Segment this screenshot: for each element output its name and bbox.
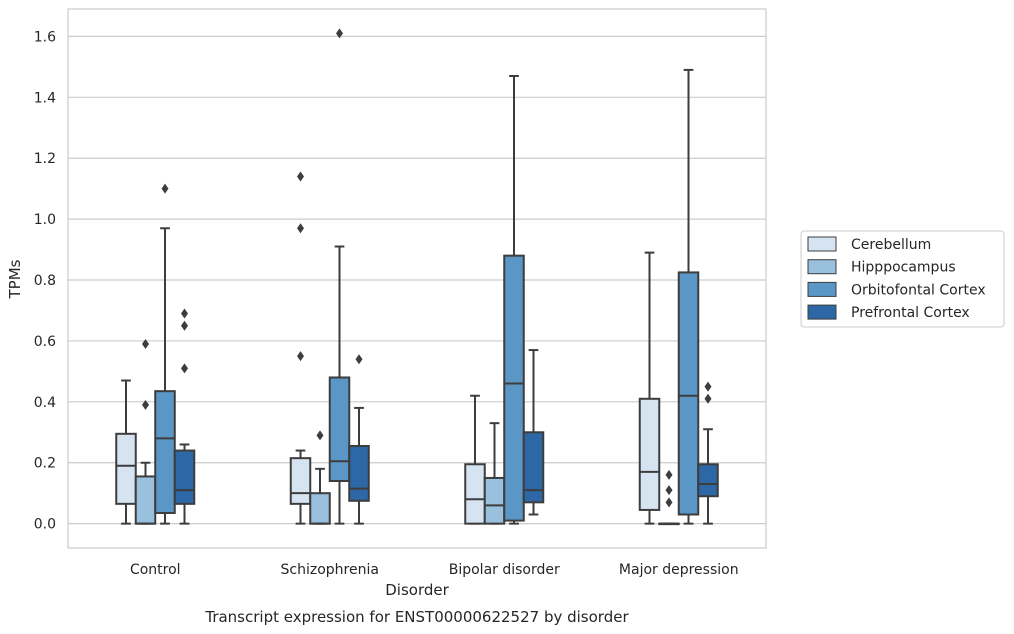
x-tick-labels: Control Schizophrenia Bipolar disorder Majo… [130,562,739,578]
outlier-point [665,497,673,508]
legend-label: Prefrontal Cortex [851,305,970,321]
box-iqr [309,492,331,525]
box-group [328,28,351,525]
y-tick-label: 0.8 [34,273,56,289]
box-iqr [697,463,719,498]
legend-swatch [807,236,837,252]
outlier-point [161,183,169,194]
box-iqr [173,449,196,505]
legend-label: Hipppocampus [851,260,956,276]
box-group [522,349,545,516]
outlier-point [142,338,149,349]
box-iqr [677,271,700,516]
outlier-point [181,308,188,319]
box-iqr [328,376,351,483]
box-group [173,308,196,525]
outlier-point [704,381,712,392]
box-group [115,379,137,525]
outlier-point [355,354,363,365]
box-iqr [134,475,157,525]
outlier-point [336,28,343,39]
outlier-point [704,393,712,404]
box-iqr [522,431,545,504]
y-tick-label: 0.6 [34,334,56,350]
box-group [309,430,331,525]
box-iqr [638,397,661,511]
outlier-point [142,399,149,410]
y-tick-label: 1.2 [34,151,56,167]
x-tick-label: Major depression [619,562,739,578]
plot-area-frame [67,8,767,549]
box-group [677,68,700,525]
box-iqr [503,254,525,522]
box-group [697,381,719,525]
y-tick-label: 0.2 [34,456,56,472]
outlier-point [297,223,304,234]
box-iqr [115,432,137,505]
y-tick-label: 1.0 [34,212,56,228]
x-axis-title: Disorder [385,581,449,599]
box-iqr [348,444,370,502]
box-group [154,183,176,525]
box-group [658,469,680,526]
y-tick-label: 0.0 [34,517,56,533]
legend-frame [800,230,1005,328]
box-group [348,354,370,525]
legend-label: Cerebellum [851,237,931,253]
outlier-point [665,485,673,496]
outlier-point [297,351,304,362]
legend-items: Cerebellum Hipppocampus Orbitofontal Corte… [807,236,986,321]
outlier-point [297,171,304,182]
box-group [289,171,312,525]
outlier-point [181,320,188,331]
box-group [638,251,661,525]
legend: Cerebellum Hipppocampus Orbitofontal Corte… [800,230,1005,328]
box-iqr [154,390,176,514]
box-group [503,74,525,525]
chart-caption: Transcript expression for ENST0000062252… [204,608,629,626]
box-iqr [289,457,312,505]
outlier-point [665,469,673,480]
legend-label: Orbitofontal Cortex [851,282,986,298]
box-group [464,394,486,525]
outlier-point [316,430,324,441]
legend-swatch [807,259,837,275]
x-tick-label: Control [130,562,181,578]
y-axis-title: TPMs [6,259,24,299]
y-tick-label: 0.4 [34,395,56,411]
box-group [483,422,506,525]
x-tick-label: Schizophrenia [281,562,379,578]
outlier-point [181,363,188,374]
boxes-layer [115,28,719,526]
legend-swatch [807,304,837,320]
x-tick-label: Bipolar disorder [449,562,560,578]
y-tick-label: 1.4 [34,90,56,106]
box-iqr [464,463,486,525]
legend-swatch [807,281,837,297]
y-tick-label: 1.6 [34,29,56,45]
box-group [134,338,157,525]
box-iqr [483,476,506,525]
y-tick-labels: 0.0 0.2 0.4 0.6 0.8 1.0 1.2 1.4 1.6 [34,29,56,532]
